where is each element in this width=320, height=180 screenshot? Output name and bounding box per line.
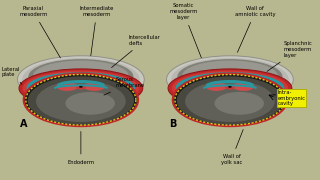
Text: Wall of
amniotic cavity: Wall of amniotic cavity: [235, 6, 276, 52]
Ellipse shape: [225, 85, 235, 90]
Text: Endoderm: Endoderm: [67, 131, 94, 165]
Ellipse shape: [18, 56, 144, 103]
Text: B: B: [169, 119, 177, 129]
Ellipse shape: [31, 75, 131, 103]
Text: Intermediate
mesoderm: Intermediate mesoderm: [80, 6, 114, 56]
Text: Intra-
embryonic
cavity: Intra- embryonic cavity: [277, 90, 306, 106]
Ellipse shape: [180, 75, 280, 103]
Ellipse shape: [22, 58, 140, 101]
Ellipse shape: [168, 69, 292, 108]
Ellipse shape: [79, 86, 83, 88]
Ellipse shape: [166, 56, 293, 103]
Ellipse shape: [28, 59, 133, 94]
Ellipse shape: [228, 86, 232, 88]
Ellipse shape: [56, 82, 78, 91]
Ellipse shape: [76, 85, 86, 90]
Ellipse shape: [173, 73, 287, 126]
Ellipse shape: [28, 76, 134, 125]
Ellipse shape: [177, 76, 283, 125]
Text: Wall of
yolk sac: Wall of yolk sac: [221, 129, 243, 165]
Ellipse shape: [214, 92, 264, 115]
Text: Lateral
plate: Lateral plate: [2, 67, 22, 84]
Ellipse shape: [177, 59, 283, 94]
Ellipse shape: [36, 80, 126, 122]
Ellipse shape: [172, 71, 288, 106]
Ellipse shape: [84, 82, 105, 91]
Ellipse shape: [175, 72, 284, 104]
Ellipse shape: [171, 58, 289, 101]
Ellipse shape: [27, 72, 135, 104]
Text: Paraxial
mesoderm: Paraxial mesoderm: [19, 6, 60, 58]
Ellipse shape: [185, 80, 275, 122]
Ellipse shape: [23, 71, 139, 106]
Ellipse shape: [19, 69, 143, 108]
Ellipse shape: [65, 92, 115, 115]
Text: Serous
membrane: Serous membrane: [104, 77, 145, 95]
Ellipse shape: [33, 60, 129, 91]
Ellipse shape: [233, 82, 254, 91]
Ellipse shape: [24, 73, 138, 126]
Text: A: A: [20, 119, 28, 129]
Text: Splanchnic
mesoderm
layer: Splanchnic mesoderm layer: [267, 41, 313, 71]
Text: Somatic
mesoderm
layer: Somatic mesoderm layer: [169, 3, 201, 58]
Ellipse shape: [182, 60, 278, 91]
Ellipse shape: [205, 82, 227, 91]
Text: Intercellular
clefts: Intercellular clefts: [112, 35, 160, 68]
